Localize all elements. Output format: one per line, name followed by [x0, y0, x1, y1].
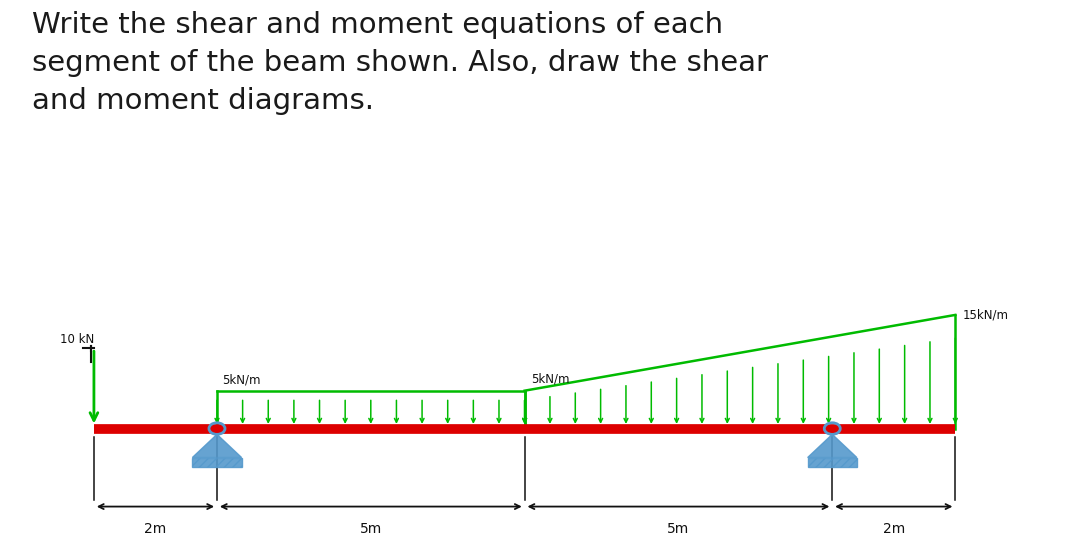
Text: 10 kN: 10 kN: [60, 333, 94, 346]
Text: 5m: 5m: [667, 522, 689, 536]
Text: 5kN/m: 5kN/m: [221, 373, 260, 386]
Polygon shape: [808, 434, 856, 457]
Text: 15kN/m: 15kN/m: [962, 308, 1009, 321]
Bar: [808, 457, 856, 467]
Text: 5kN/m: 5kN/m: [530, 373, 569, 386]
Bar: [192, 457, 242, 467]
Text: 2m: 2m: [882, 522, 905, 536]
Text: Write the shear and moment equations of each
segment of the beam shown. Also, dr: Write the shear and moment equations of …: [32, 11, 768, 114]
Text: 2m: 2m: [145, 522, 166, 536]
Polygon shape: [192, 434, 242, 457]
Text: 5m: 5m: [360, 522, 382, 536]
